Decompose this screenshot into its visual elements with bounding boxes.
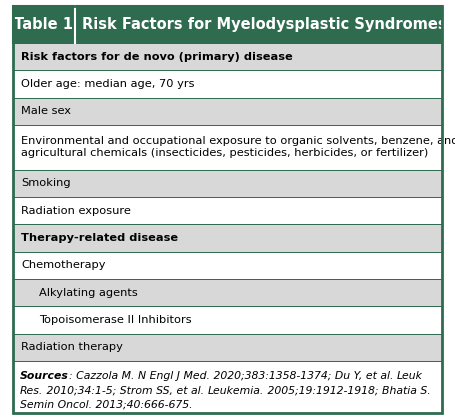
- Text: Sources: Sources: [20, 371, 69, 381]
- Bar: [13, 197, 442, 224]
- Bar: [13, 252, 442, 279]
- Bar: [13, 43, 442, 70]
- Bar: [13, 334, 442, 361]
- Bar: [13, 70, 442, 98]
- Bar: [13, 306, 442, 334]
- Text: Leukemia.: Leukemia.: [208, 385, 264, 396]
- Text: : Cazzola M.: : Cazzola M.: [69, 371, 138, 381]
- Text: Alkylating agents: Alkylating agents: [39, 287, 138, 297]
- Bar: [13, 224, 442, 252]
- Text: Male sex: Male sex: [21, 106, 71, 116]
- Text: 2005;19:1912-1918; Bhatia S.: 2005;19:1912-1918; Bhatia S.: [264, 385, 431, 396]
- Text: 2010;34:1-5; Strom SS, et al.: 2010;34:1-5; Strom SS, et al.: [43, 385, 208, 396]
- Text: Smoking: Smoking: [21, 178, 71, 188]
- Bar: [13, 125, 442, 170]
- Text: Table 1: Table 1: [15, 17, 74, 32]
- Bar: [13, 279, 442, 306]
- Bar: [13, 6, 442, 43]
- Text: 2013;40:666-675.: 2013;40:666-675.: [92, 400, 193, 410]
- Text: Risk factors for de novo (primary) disease: Risk factors for de novo (primary) disea…: [21, 52, 293, 62]
- Text: Radiation exposure: Radiation exposure: [21, 206, 131, 216]
- Bar: [13, 361, 442, 413]
- Bar: [13, 170, 442, 197]
- Text: Therapy-related disease: Therapy-related disease: [21, 233, 178, 243]
- Text: Topoisomerase II Inhibitors: Topoisomerase II Inhibitors: [39, 315, 192, 325]
- Text: Older age: median age, 70 yrs: Older age: median age, 70 yrs: [21, 79, 194, 89]
- Text: Leuk: Leuk: [397, 371, 423, 381]
- Text: Semin Oncol.: Semin Oncol.: [20, 400, 92, 410]
- Text: Environmental and occupational exposure to organic solvents, benzene, and
agricu: Environmental and occupational exposure …: [21, 136, 455, 158]
- Text: Res.: Res.: [20, 385, 43, 396]
- Text: N Engl J Med.: N Engl J Med.: [138, 371, 210, 381]
- Text: 2020;383:1358-1374; Du Y, et al.: 2020;383:1358-1374; Du Y, et al.: [210, 371, 397, 381]
- Bar: [13, 98, 442, 125]
- Text: Chemotherapy: Chemotherapy: [21, 260, 106, 270]
- Text: Radiation therapy: Radiation therapy: [21, 342, 123, 352]
- Text: Risk Factors for Myelodysplastic Syndromes: Risk Factors for Myelodysplastic Syndrom…: [82, 17, 447, 32]
